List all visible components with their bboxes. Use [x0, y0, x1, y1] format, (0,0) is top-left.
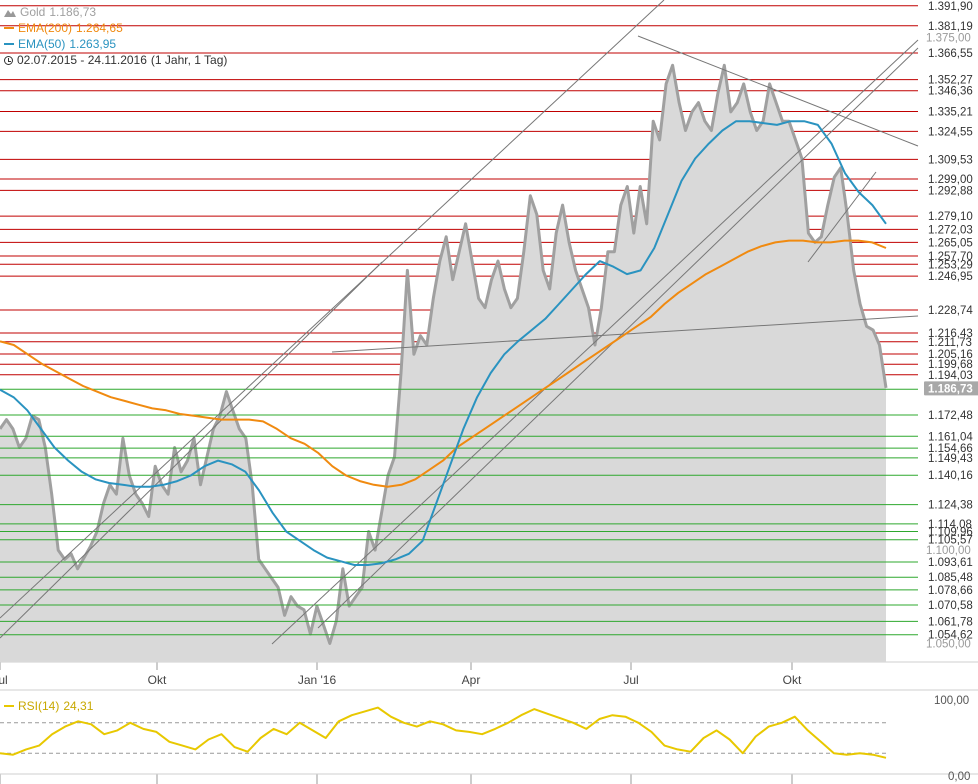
legend-period-range: 02.07.2015 - 24.11.2016	[17, 53, 147, 67]
x-tick-label: Apr	[462, 673, 481, 687]
trend-line	[807, 171, 877, 263]
support-level-label: 1.124,38	[928, 500, 973, 512]
resistance-level-label: 1.352,27	[928, 75, 973, 87]
support-level-label: 1.140,16	[928, 470, 973, 482]
resistance-level-label: 1.335,21	[928, 106, 973, 118]
resistance-level-label: 1.211,73	[928, 337, 972, 349]
resistance-level-label: 1.391,90	[928, 1, 973, 13]
resistance-level-label: 1.346,36	[928, 86, 973, 98]
support-level-label: 1.070,58	[928, 600, 973, 612]
rsi-tick-label: 100,00	[934, 695, 969, 707]
resistance-level-label: 1.309,53	[928, 154, 973, 166]
x-tick-label: Jul	[623, 673, 638, 687]
support-level-label: 1.114,08	[928, 519, 972, 531]
trend-line	[0, 0, 665, 619]
support-level-label: 1.161,04	[928, 431, 973, 443]
y-tick-label: 1.375,00	[926, 32, 971, 44]
support-level-label: 1.149,43	[928, 453, 973, 465]
ema200-line	[0, 239, 887, 488]
resistance-level-label: 1.324,55	[928, 126, 973, 138]
support-level-label: 1.061,78	[928, 616, 973, 628]
legend-gold[interactable]: Gold 1.186,73	[4, 4, 227, 20]
support-level-label: 1.109,96	[928, 527, 973, 539]
resistance-level-label: 1.381,19	[928, 21, 973, 33]
support-level-label: 1.054,62	[928, 630, 973, 642]
x-tick-label: Okt	[783, 673, 802, 687]
trend-line	[637, 35, 919, 147]
gold-area-fill	[0, 65, 886, 663]
current-value-label: 1.186,73	[928, 383, 973, 395]
x-tick-label: Jul	[0, 673, 8, 687]
rsi-tick-label: 0,00	[948, 771, 970, 783]
current-value-badge	[924, 381, 978, 396]
resistance-level-label: 1.299,00	[928, 174, 973, 186]
ema50-swatch-icon	[4, 43, 14, 45]
legend-gold-value: 1.186,73	[49, 5, 97, 19]
legend: Gold 1.186,73 EMA(200) 1.264,65 EMA(50) …	[4, 4, 227, 68]
resistance-level-label: 1.246,95	[928, 271, 973, 283]
support-level-label: 1.093,61	[928, 557, 973, 569]
y-tick-label: 1.050,00	[926, 638, 971, 650]
support-level-label: 1.078,66	[928, 585, 973, 597]
legend-ema50-value: 1.263,95	[69, 37, 117, 51]
resistance-level-label: 1.205,16	[928, 349, 973, 361]
trend-line	[271, 39, 919, 645]
resistance-level-label: 1.265,05	[928, 237, 973, 249]
resistance-level-label: 1.199,68	[928, 359, 973, 371]
rsi-swatch-icon	[4, 705, 14, 707]
resistance-level-label: 1.279,10	[928, 211, 973, 223]
price-layer	[0, 63, 888, 663]
trend-line	[0, 261, 383, 639]
support-level-label: 1.172,48	[928, 410, 973, 422]
ema200-swatch-icon	[4, 27, 14, 29]
y-tick-label: 1.100,00	[926, 545, 971, 557]
x-tick-label: Okt	[148, 673, 167, 687]
clock-icon	[4, 55, 13, 65]
rsi-legend-label: RSI(14)	[18, 699, 60, 713]
resistance-level-label: 1.257,70	[928, 251, 973, 263]
legend-gold-label: Gold	[20, 5, 46, 19]
resistance-level-label: 1.253,29	[928, 259, 973, 271]
support-level-label: 1.105,57	[928, 535, 973, 547]
legend-ema200-value: 1.264,65	[76, 21, 123, 35]
legend-period[interactable]: 02.07.2015 - 24.11.2016 (1 Jahr, 1 Tag)	[4, 52, 227, 68]
resistance-level-label: 1.194,03	[928, 370, 973, 382]
resistance-level-label: 1.292,88	[928, 185, 973, 197]
legend-ema50[interactable]: EMA(50) 1.263,95	[4, 36, 227, 52]
rsi-legend-value: 24,31	[63, 699, 94, 713]
support-level-label: 1.085,48	[928, 572, 973, 584]
resistance-level-label: 1.272,03	[928, 224, 973, 236]
support-level-label: 1.154,66	[928, 443, 973, 455]
legend-ema200[interactable]: EMA(200) 1.264,65	[4, 20, 227, 36]
resistance-level-label: 1.216,43	[928, 328, 973, 340]
rsi-panel: 100,00 0,00	[0, 695, 978, 783]
ema-layer	[0, 120, 887, 566]
resistance-level-label: 1.228,74	[928, 305, 973, 317]
gold-price-line	[0, 63, 888, 645]
ema50-line	[0, 120, 887, 566]
rsi-legend[interactable]: RSI(14) 24,31	[4, 698, 93, 714]
x-axis-labels: Jul Okt Jan '16 Apr Jul Okt	[0, 673, 802, 687]
y-axis-labels: 1.391,90 1.381,19 1.366,55 1.352,271.346,36…	[924, 1, 978, 650]
resistance-level-label: 1.366,55	[928, 48, 973, 60]
rsi-line	[0, 706, 887, 759]
mountain-chart-icon	[4, 10, 16, 17]
legend-ema50-label: EMA(50)	[18, 37, 66, 51]
legend-period-interval: (1 Jahr, 1 Tag)	[150, 53, 228, 67]
support-lines	[0, 388, 918, 636]
legend-ema200-label: EMA(200)	[18, 21, 73, 35]
x-tick-label: Jan '16	[298, 673, 337, 687]
